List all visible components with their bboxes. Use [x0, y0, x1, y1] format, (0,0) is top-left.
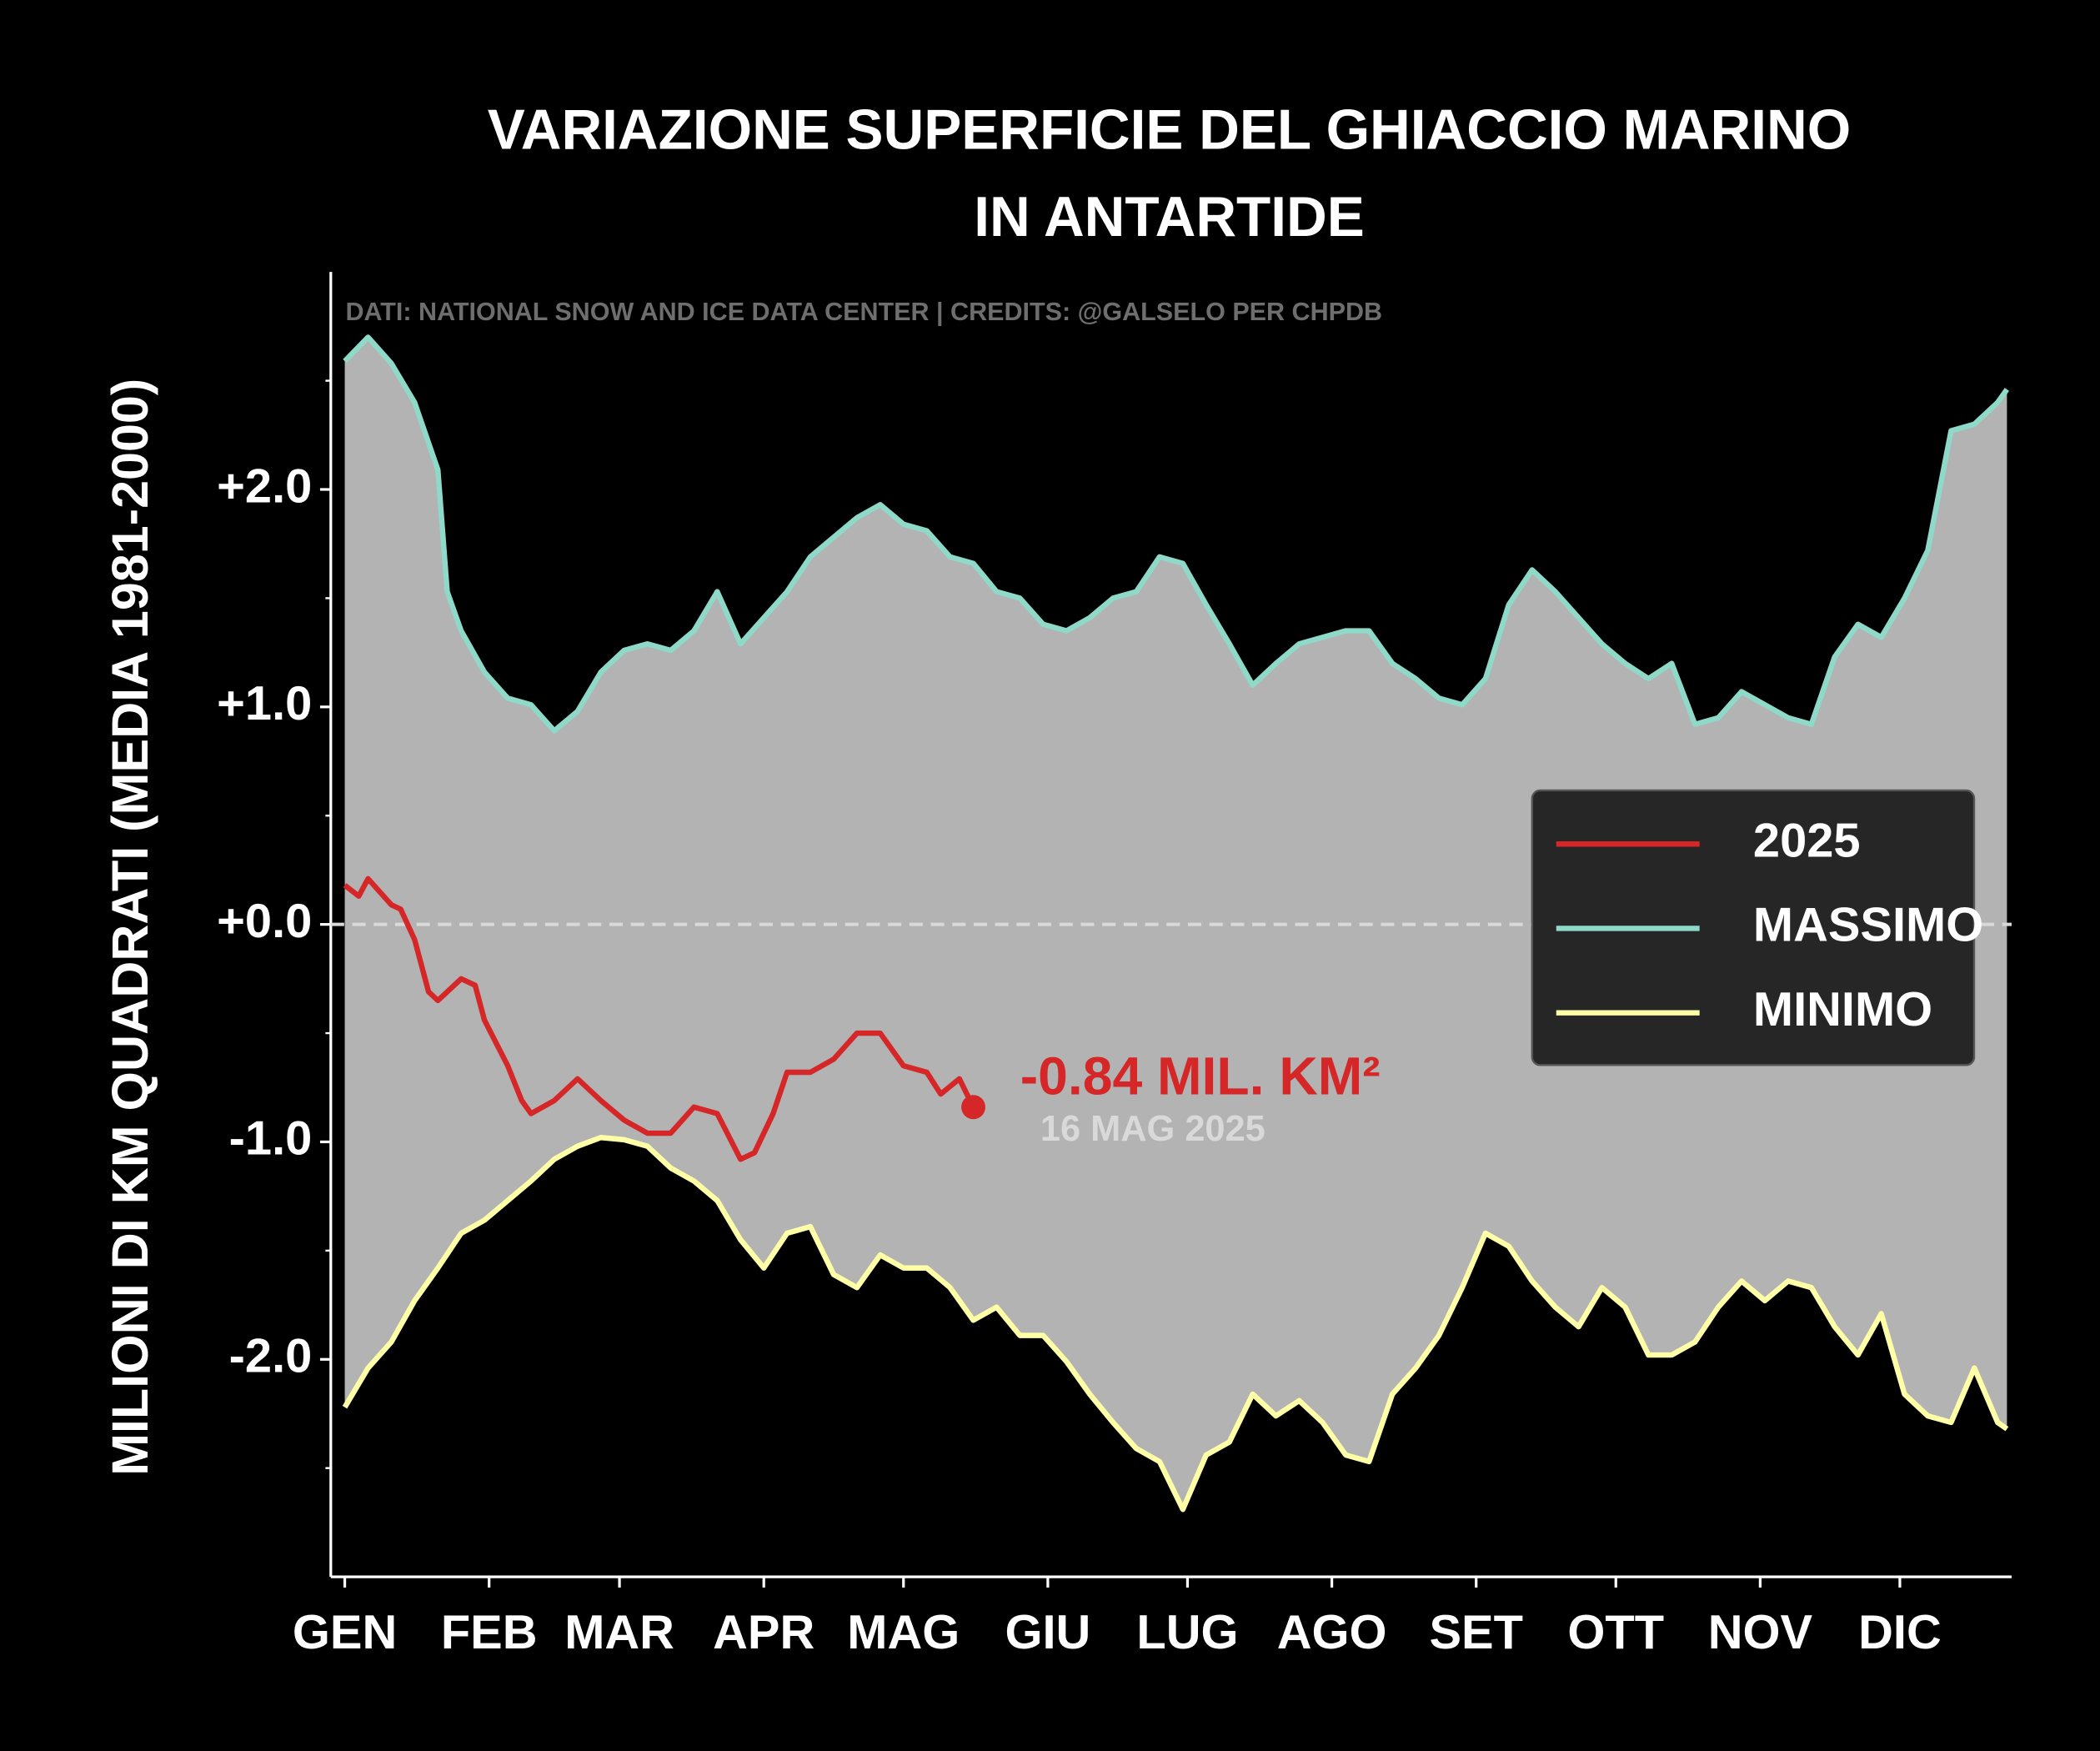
annotation-date: 16 MAG 2025	[1040, 1109, 1266, 1149]
y-tick-label: -2.0	[229, 1330, 313, 1383]
y-tick-label: +1.0	[217, 677, 312, 730]
y-tick-label: +2.0	[217, 459, 312, 513]
legend-label: 2025	[1753, 815, 1861, 868]
chart-title: VARIAZIONE SUPERFICIE DEL GHIACCIO MARIN…	[488, 98, 1851, 161]
subtitle: DATI: NATIONAL SNOW AND ICE DATA CENTER …	[345, 298, 1382, 326]
chart-title: IN ANTARTIDE	[974, 186, 1364, 248]
legend-label: MINIMO	[1753, 983, 1932, 1036]
x-tick-label: OTT	[1567, 1606, 1664, 1659]
legend-label: MASSIMO	[1753, 899, 1983, 952]
y-axis-label: MILIONI DI KM QUADRATI (MEDIA 1981-2000)	[102, 379, 158, 1476]
x-tick-label: DIC	[1858, 1606, 1942, 1659]
series-line	[343, 334, 2009, 734]
x-tick-label: APR	[713, 1606, 814, 1659]
x-tick-label: MAG	[847, 1606, 960, 1659]
annotation-value: -0.84 MIL. KM²	[1020, 1046, 1381, 1106]
x-tick-label: FEB	[441, 1606, 538, 1659]
x-tick-label: GIU	[1005, 1606, 1090, 1659]
legend-box	[1531, 789, 1976, 1066]
series-line	[343, 876, 976, 1162]
legend: 2025 MASSIMO MINIMO	[1531, 789, 1983, 1066]
end-marker	[961, 1095, 985, 1120]
x-tick-label: MAR	[564, 1606, 674, 1659]
y-tick-label: -1.0	[229, 1112, 313, 1166]
x-tick-label: GEN	[293, 1606, 397, 1659]
x-tick-label: SET	[1429, 1606, 1522, 1659]
y-tick-label: +0.0	[217, 895, 312, 948]
x-tick-label: LUG	[1136, 1606, 1238, 1659]
x-tick-label: NOV	[1708, 1606, 1813, 1659]
series-line	[342, 1135, 2009, 1513]
x-tick-label: AGO	[1277, 1606, 1387, 1659]
